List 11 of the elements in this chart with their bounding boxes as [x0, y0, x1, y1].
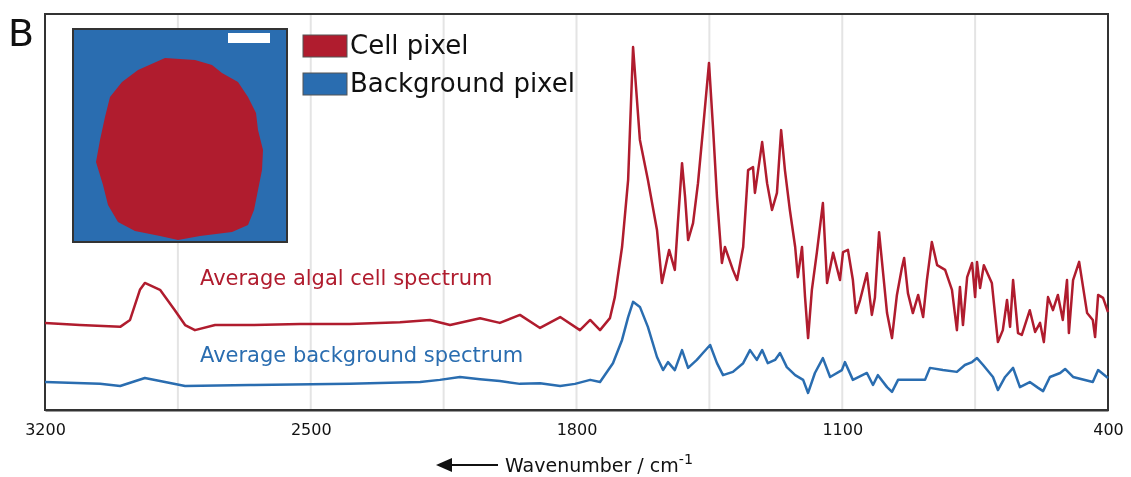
- x-tick-label: 400: [1093, 420, 1124, 440]
- annotation: Background pixel: [350, 68, 575, 98]
- x-tick-label: 3200: [25, 420, 66, 440]
- x-tick-label: 1100: [822, 420, 864, 440]
- x-axis-title: Wavenumber / cm$^{-1}$: [505, 451, 693, 476]
- series-label: Average background spectrum: [200, 342, 524, 367]
- x-tick-label: 1800: [556, 420, 598, 440]
- text: B: [8, 11, 35, 55]
- x-tick-label: 2500: [290, 420, 332, 440]
- series-label: Average algal cell spectrum: [200, 266, 493, 291]
- annotation: Cell pixel: [350, 30, 469, 60]
